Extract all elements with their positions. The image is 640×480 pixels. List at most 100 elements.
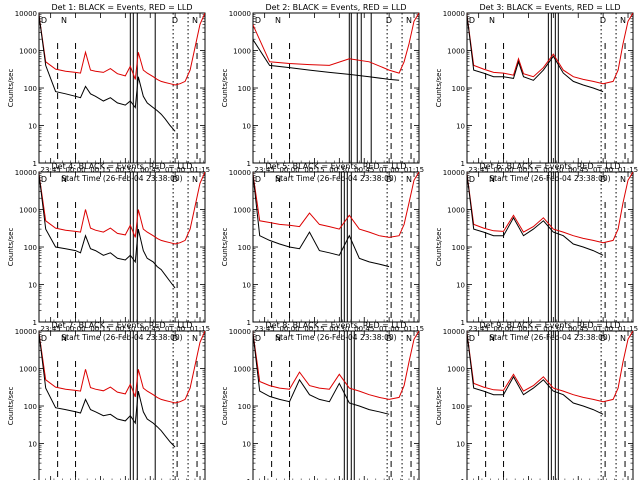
day-night-label: N: [620, 16, 626, 25]
y-tick-label: 100: [238, 85, 251, 93]
series-line-events: [39, 331, 176, 448]
y-tick-label: 10: [242, 282, 251, 290]
day-night-label: N: [620, 175, 626, 184]
day-night-label: D: [41, 16, 47, 25]
y-tick-label: 10: [242, 123, 251, 131]
x-tick-label: 01:00: [379, 325, 399, 333]
x-tick-label: 00:45: [140, 325, 160, 333]
x-tick-label: 00:00: [279, 166, 299, 174]
series-line-events: [467, 331, 604, 415]
y-axis-label: Counts/sec: [221, 228, 229, 267]
x-axis-label: Start Time (26-Feb-04 23:38:00): [489, 333, 610, 342]
x-tick-label: 00:45: [568, 166, 588, 174]
panel-title: Det 7: BLACK = Events, RED = LLD: [52, 321, 193, 330]
day-night-label: N: [192, 334, 198, 343]
y-tick-label: 10000: [443, 10, 465, 18]
series-line-lld: [39, 13, 205, 86]
y-tick-label: 10000: [15, 10, 37, 18]
plot-frame: [38, 12, 206, 164]
panel-title: Det 2: BLACK = Events, RED = LLD: [266, 3, 407, 12]
plot-frame: [466, 12, 634, 164]
series-line-events: [467, 172, 604, 256]
y-axis-label: Counts/sec: [221, 387, 229, 426]
x-tick-label: 00:15: [304, 325, 324, 333]
y-tick-label: 10: [456, 123, 465, 131]
day-night-label: N: [275, 175, 281, 184]
x-axis-label: Start Time (26-Feb-04 23:38:00): [489, 174, 610, 183]
series-line-events: [253, 331, 390, 415]
y-tick-label: 1: [33, 160, 37, 168]
detector-panel-1: Det 1: BLACK = Events, RED = LLD 1 10 100 10…: [7, 3, 210, 183]
day-night-label: D: [41, 334, 47, 343]
y-tick-label: 1000: [233, 48, 251, 56]
y-tick-label: 10000: [229, 169, 251, 177]
y-tick-label: 1: [461, 160, 465, 168]
panel-title: Det 8: BLACK = Events, RED = LLD: [266, 321, 407, 330]
day-night-label: D: [600, 334, 606, 343]
y-tick-label: 1: [247, 478, 251, 480]
x-tick-label: 00:30: [543, 325, 563, 333]
day-night-label: D: [255, 175, 261, 184]
plot-frame: [466, 330, 634, 480]
x-tick-label: 00:00: [493, 325, 513, 333]
day-night-label: D: [469, 175, 475, 184]
x-tick-label: 01:00: [165, 325, 185, 333]
panel-title: Det 5: BLACK = Events, RED = LLD: [266, 162, 407, 171]
y-tick-label: 10: [242, 441, 251, 449]
panel-title: Det 3: BLACK = Events, RED = LLD: [480, 3, 621, 12]
day-night-label: N: [489, 175, 495, 184]
panel-title: Det 6: BLACK = Events, RED = LLD: [480, 162, 621, 171]
detector-panel-5: Det 5: BLACK = Events, RED = LLD11010010…: [221, 162, 424, 342]
detector-panel-7: Det 7: BLACK = Events, RED = LLD11010010…: [7, 321, 206, 480]
y-tick-label: 10: [28, 282, 37, 290]
x-tick-label: 01:00: [379, 166, 399, 174]
day-night-label: D: [255, 334, 261, 343]
y-tick-label: 1000: [19, 48, 37, 56]
x-tick-label: 01:15: [404, 166, 424, 174]
y-tick-label: 1: [33, 319, 37, 327]
y-tick-label: 1: [247, 319, 251, 327]
plot-frame: [38, 171, 206, 323]
panel-title: Det 9: BLACK = Events, RED = LLD: [480, 321, 621, 330]
y-tick-label: 1000: [233, 207, 251, 215]
x-axis-label: Start Time (26-Feb-04 23:38:00): [61, 333, 182, 342]
detector-panel-3: Det 3: BLACK = Events, RED = LLD 1 10 100 10…: [435, 3, 638, 183]
y-tick-label: 100: [452, 403, 465, 411]
detector-panel-9: Det 9: BLACK = Events, RED = LLD11010010…: [435, 321, 634, 480]
day-night-label: N: [275, 16, 281, 25]
series-line-events: [39, 13, 176, 132]
x-tick-label: 23:45: [469, 166, 489, 174]
y-tick-label: 10: [456, 282, 465, 290]
detector-panel-8: Det 8: BLACK = Events, RED = LLD11010010…: [221, 321, 420, 480]
day-night-label: N: [192, 16, 198, 25]
day-night-label: D: [386, 334, 392, 343]
day-night-label: D: [255, 16, 261, 25]
y-tick-label: 100: [452, 85, 465, 93]
plot-frame: [252, 171, 420, 323]
y-tick-label: 1: [33, 478, 37, 480]
day-night-label: N: [61, 16, 67, 25]
x-tick-label: 23:45: [255, 166, 275, 174]
series-line-lld: [467, 331, 633, 403]
x-tick-label: 00:15: [518, 325, 538, 333]
x-tick-label: 00:30: [329, 325, 349, 333]
plot-frame: [38, 330, 206, 480]
y-tick-label: 100: [24, 403, 37, 411]
x-tick-label: 23:45: [41, 166, 61, 174]
day-night-label: N: [192, 175, 198, 184]
day-night-label: D: [172, 175, 178, 184]
x-axis-label: Start Time (26-Feb-04 23:38:00): [61, 174, 182, 183]
plot-frame: [466, 171, 634, 323]
day-night-label: D: [386, 175, 392, 184]
series-line-events: [253, 38, 400, 81]
x-tick-label: 00:00: [493, 166, 513, 174]
y-axis-label: Counts/sec: [435, 228, 443, 267]
day-night-label: D: [41, 175, 47, 184]
y-tick-label: 1000: [447, 207, 465, 215]
x-axis-label: Start Time (26-Feb-04 23:38:00): [275, 174, 396, 183]
plot-frame: [252, 330, 420, 480]
y-axis-label: Counts/sec: [435, 69, 443, 108]
x-tick-label: 01:00: [165, 166, 185, 174]
x-tick-label: 23:45: [41, 325, 61, 333]
x-tick-label: 00:00: [65, 325, 85, 333]
